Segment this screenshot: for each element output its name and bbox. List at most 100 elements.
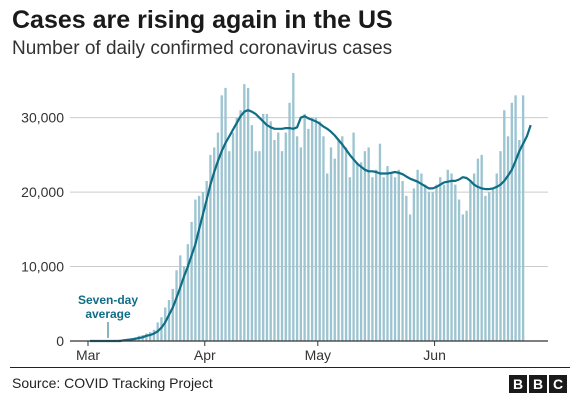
bar	[488, 192, 491, 341]
bar	[280, 151, 284, 341]
annotation-label: Seven-day	[78, 293, 138, 307]
bar	[231, 132, 235, 341]
bar	[175, 270, 178, 341]
bar	[506, 136, 510, 341]
bar	[326, 173, 329, 341]
bar	[408, 214, 412, 341]
bar	[450, 173, 453, 341]
average-line	[89, 109, 532, 343]
bar	[420, 173, 423, 341]
bar	[503, 110, 506, 341]
bar	[397, 169, 400, 341]
bar	[292, 73, 295, 341]
bar	[213, 147, 216, 341]
bar	[386, 166, 389, 341]
y-tick-label: 30,000	[21, 110, 64, 126]
bar	[514, 95, 517, 341]
axes: Mar Apr May Jun	[70, 340, 548, 363]
bar	[431, 192, 434, 341]
bar	[148, 332, 152, 341]
bar	[390, 173, 393, 341]
bar	[393, 177, 397, 341]
bar	[510, 102, 513, 342]
bar	[375, 169, 378, 341]
bar	[412, 188, 416, 341]
bar	[378, 143, 382, 341]
bar	[476, 158, 480, 341]
bar	[307, 128, 310, 341]
bar	[442, 184, 446, 341]
chart-title: Cases are rising again in the US	[12, 6, 393, 34]
bar	[371, 177, 374, 341]
x-tick-label: Apr	[194, 347, 216, 363]
bbc-logo-letter: C	[549, 375, 567, 393]
bar	[435, 184, 438, 341]
bar	[235, 117, 238, 342]
bar	[318, 121, 321, 341]
bar	[152, 329, 156, 341]
x-tick-label: Jun	[423, 347, 446, 363]
bar	[273, 140, 276, 341]
bar	[167, 300, 171, 341]
bar	[472, 173, 476, 341]
bar	[521, 95, 525, 341]
bar	[382, 177, 385, 341]
bar	[499, 151, 502, 341]
bar	[439, 177, 442, 341]
bar	[424, 184, 427, 341]
bar	[171, 288, 174, 341]
bar	[284, 132, 287, 341]
bar	[446, 169, 449, 341]
bar	[491, 188, 495, 341]
bar	[303, 113, 306, 341]
bar	[454, 184, 457, 341]
bar	[416, 169, 419, 341]
bar	[329, 147, 333, 341]
bar	[243, 84, 246, 342]
bar	[427, 192, 431, 341]
bar	[288, 102, 291, 342]
bar	[363, 151, 367, 341]
bar	[254, 151, 257, 341]
bar	[352, 132, 355, 341]
bbc-logo-letter: B	[509, 375, 527, 393]
bar	[224, 87, 227, 341]
bar	[457, 199, 461, 341]
bar	[518, 140, 521, 341]
x-tick-label: Mar	[76, 347, 100, 363]
bar	[197, 195, 201, 341]
bar	[220, 95, 223, 341]
bar	[205, 180, 208, 341]
bar	[337, 140, 340, 341]
bar	[495, 173, 498, 341]
line-series	[89, 109, 532, 343]
bar	[216, 132, 220, 341]
annotation-label: average	[85, 307, 131, 321]
footer-rule	[10, 367, 570, 368]
bar	[465, 210, 468, 341]
bar	[356, 162, 359, 341]
bar	[405, 195, 408, 341]
bar	[269, 121, 272, 341]
bbc-logo-letter: B	[529, 375, 547, 393]
bar	[295, 136, 299, 341]
bar	[310, 117, 314, 342]
source-text: Source: COVID Tracking Project	[12, 375, 213, 391]
bar	[314, 117, 318, 342]
bar	[246, 87, 250, 341]
bar	[186, 244, 189, 341]
bar	[277, 132, 280, 341]
bar	[359, 162, 363, 341]
bar	[322, 136, 325, 341]
bar	[228, 151, 231, 341]
bbc-logo: B B C	[509, 375, 567, 393]
bar	[145, 333, 148, 341]
bar	[265, 113, 269, 341]
bar	[401, 180, 404, 341]
y-tick-label: 0	[56, 333, 64, 349]
bar-series	[111, 73, 525, 342]
bar	[333, 158, 336, 341]
y-tick-label: 10,000	[21, 259, 64, 275]
bar	[190, 221, 193, 341]
bar	[250, 125, 254, 341]
